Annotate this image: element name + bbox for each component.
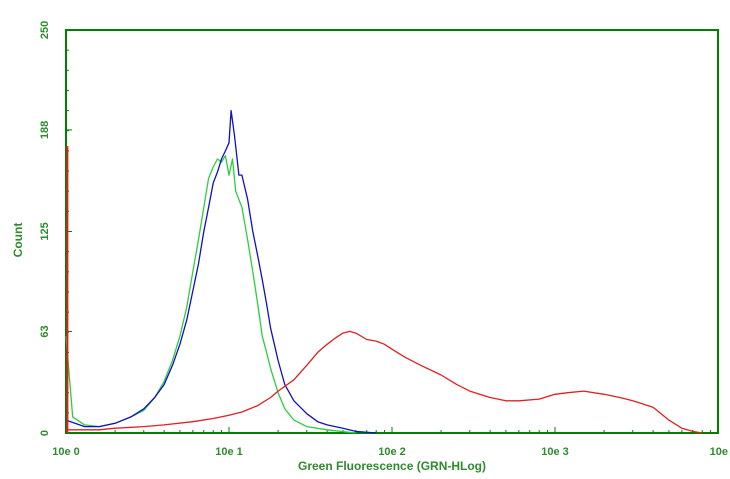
series-line-1 (65, 155, 356, 434)
x-tick-label: 10e (710, 446, 728, 458)
x-axis-title: Green Fluorescence (GRN-HLog) (298, 459, 486, 473)
x-tick-label: 10e 2 (378, 446, 406, 458)
y-axis-title: Count (11, 223, 25, 258)
series-layer (65, 109, 703, 434)
series-line-3 (66, 330, 703, 434)
x-tick-label: 10e 1 (215, 446, 243, 458)
plot-frame (65, 29, 719, 434)
x-tick-label: 10e 0 (52, 446, 80, 458)
x-tick-label: 10e 3 (541, 446, 569, 458)
y-tick-label: 125 (39, 222, 51, 240)
y-tick-label: 0 (39, 430, 51, 436)
y-tick-label: 63 (39, 325, 51, 337)
y-tick-label: 188 (39, 121, 51, 139)
y-tick-label: 250 (39, 21, 51, 39)
series-line-2 (65, 109, 377, 434)
